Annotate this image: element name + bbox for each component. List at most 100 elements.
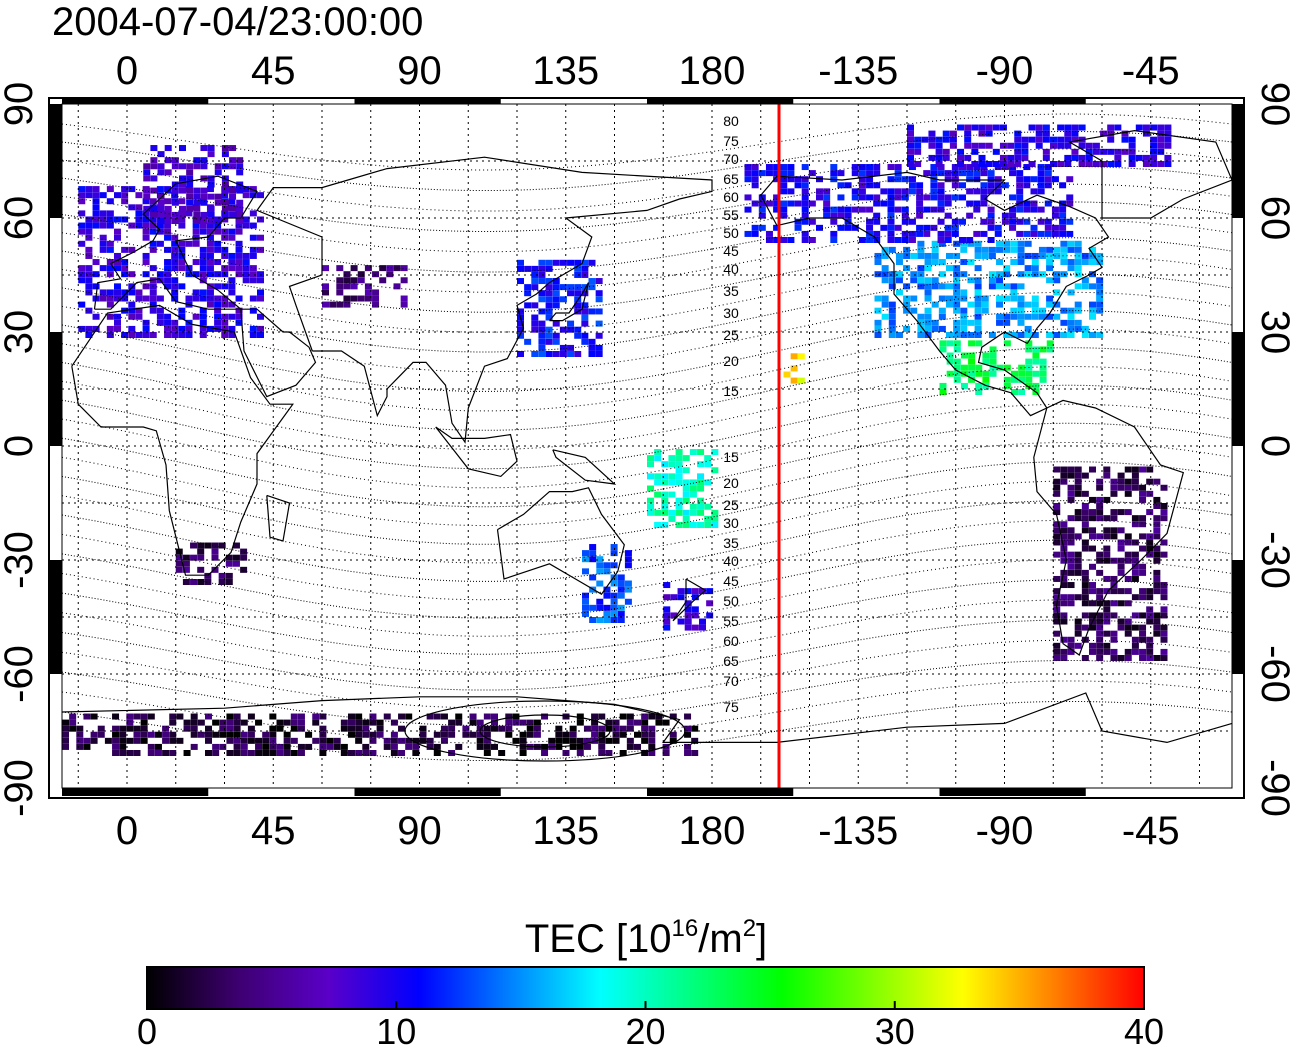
tec-cell — [440, 725, 448, 732]
tec-cell — [648, 743, 656, 750]
tec-cell — [121, 265, 129, 272]
tec-cell — [996, 283, 1004, 290]
tec-cell — [1023, 218, 1031, 225]
tec-cell — [851, 188, 859, 195]
tec-cell — [937, 170, 945, 177]
tec-cell — [236, 218, 244, 224]
tec-cell — [249, 192, 257, 199]
left-latitude-label: 30 — [0, 310, 41, 355]
tec-cell — [197, 542, 205, 549]
tec-cell — [851, 170, 859, 177]
tec-cell — [937, 200, 945, 207]
tec-cell — [1096, 600, 1104, 607]
tec-cell — [517, 259, 524, 266]
tec-cell — [903, 301, 911, 308]
tec-cell — [1057, 136, 1065, 143]
tec-cell — [1096, 630, 1104, 637]
tec-cell — [1024, 325, 1032, 332]
coastline — [435, 426, 518, 478]
tec-cell — [916, 230, 924, 237]
magnetic-contour — [61, 701, 1233, 761]
tec-cell — [197, 554, 205, 561]
tec-cell — [937, 164, 945, 171]
tec-cell — [823, 188, 831, 195]
tec-cell — [426, 737, 434, 744]
tec-cell — [598, 743, 606, 750]
tec-cell — [517, 278, 524, 285]
tec-cell — [1103, 606, 1111, 613]
tec-cell — [971, 148, 979, 155]
tec-cell — [751, 200, 759, 207]
tec-cell — [780, 182, 788, 189]
right-latitude-label: -60 — [1253, 645, 1292, 703]
tec-cell — [603, 617, 611, 623]
tec-cell — [1050, 136, 1057, 143]
tec-cell — [1060, 612, 1068, 619]
tec-cell — [1009, 170, 1017, 177]
tec-cell — [1131, 636, 1139, 643]
tec-cell — [1051, 224, 1059, 231]
tec-cell — [697, 497, 705, 504]
tec-cell — [684, 725, 692, 732]
tec-cell — [626, 713, 634, 720]
tec-cell — [1046, 346, 1054, 353]
tec-cell — [214, 295, 222, 302]
tec-cell — [654, 522, 662, 528]
tec-cell — [966, 237, 974, 243]
tec-cell — [1025, 358, 1033, 365]
tec-cell — [1160, 509, 1168, 516]
tec-cell — [780, 176, 788, 183]
tec-cell — [390, 731, 398, 738]
tec-cell — [923, 230, 931, 237]
tec-cell — [1110, 600, 1118, 607]
tec-cell — [576, 737, 584, 744]
tec-cell — [149, 228, 157, 235]
tec-cell — [206, 222, 214, 229]
tec-cell — [581, 265, 589, 272]
tec-cell — [175, 560, 183, 567]
tec-cell — [1060, 478, 1068, 485]
tec-cell — [205, 750, 212, 756]
tec-cell — [143, 163, 151, 170]
tec-cell — [169, 719, 177, 726]
tec-cell — [524, 302, 532, 309]
tec-cell — [1024, 252, 1032, 259]
tec-cell — [951, 224, 959, 231]
tec-cell — [617, 580, 625, 587]
tec-cell — [276, 719, 284, 726]
tec-cell — [350, 283, 358, 290]
tec-cell — [541, 750, 549, 756]
tec-cell — [887, 164, 895, 171]
tec-cell — [1003, 271, 1011, 278]
tec-cell — [186, 175, 194, 182]
tec-cell — [178, 240, 186, 247]
tec-cell — [663, 612, 671, 619]
tec-cell — [1011, 376, 1018, 383]
tec-cell — [816, 224, 823, 231]
tec-cell — [249, 271, 257, 278]
tec-cell — [207, 145, 215, 152]
tec-cell — [931, 277, 939, 284]
tec-cell — [190, 713, 198, 720]
tec-cell — [1060, 319, 1068, 326]
tec-cell — [1131, 472, 1139, 479]
tec-cell — [1110, 490, 1118, 497]
tec-cell — [1160, 624, 1168, 631]
tec-cell — [1053, 277, 1061, 284]
tec-cell — [980, 200, 988, 207]
tec-cell — [1060, 551, 1068, 558]
tec-cell — [1117, 557, 1125, 564]
tec-cell — [99, 192, 107, 199]
tec-cell — [290, 719, 298, 726]
tec-cell — [595, 278, 603, 285]
tec-cell — [1017, 307, 1025, 314]
tec-cell — [1024, 332, 1032, 338]
tec-cell — [959, 164, 966, 171]
tec-cell — [684, 618, 692, 625]
tec-cell — [1003, 283, 1011, 290]
tec-cell — [1074, 533, 1082, 540]
tec-cell — [711, 449, 719, 456]
tec-cell — [1067, 490, 1075, 497]
tec-cell — [794, 224, 802, 231]
tec-cell — [164, 218, 172, 224]
